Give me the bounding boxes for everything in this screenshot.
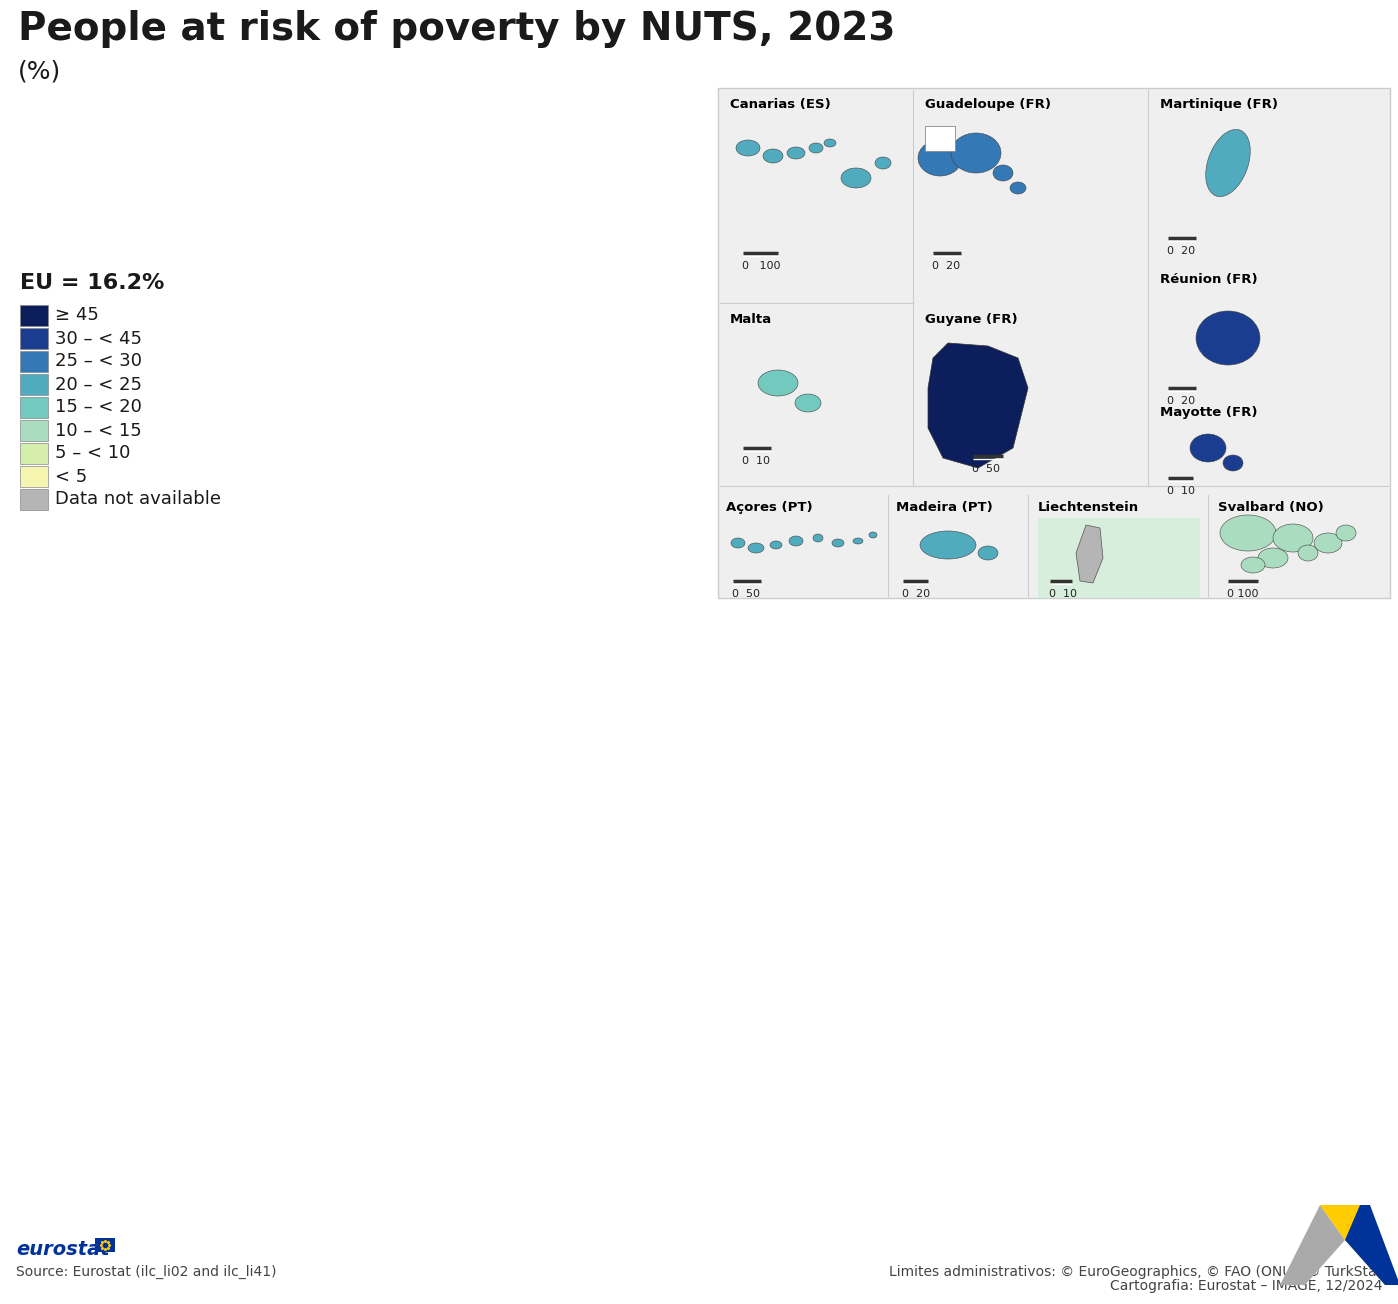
Ellipse shape	[748, 542, 763, 553]
Text: 0   100: 0 100	[742, 261, 780, 271]
Ellipse shape	[1274, 524, 1313, 552]
Ellipse shape	[823, 140, 836, 147]
Ellipse shape	[870, 532, 877, 539]
Ellipse shape	[1241, 557, 1265, 572]
Text: Guadeloupe (FR): Guadeloupe (FR)	[925, 98, 1051, 111]
Bar	[20, 374, 48, 395]
Bar	[20, 443, 48, 464]
Bar	[719, 87, 1390, 599]
Text: < 5: < 5	[55, 468, 87, 485]
Text: Açores (PT): Açores (PT)	[726, 501, 812, 514]
Ellipse shape	[788, 536, 802, 546]
Text: Data not available: Data not available	[55, 490, 221, 509]
Bar	[20, 466, 48, 486]
Ellipse shape	[787, 147, 805, 159]
Polygon shape	[1281, 1205, 1345, 1284]
Text: ≥ 45: ≥ 45	[55, 306, 99, 325]
Polygon shape	[928, 343, 1028, 468]
Ellipse shape	[918, 140, 962, 176]
Ellipse shape	[1197, 310, 1260, 365]
Ellipse shape	[1314, 533, 1342, 553]
Ellipse shape	[951, 133, 1001, 173]
Text: 0  10: 0 10	[1048, 589, 1076, 599]
Ellipse shape	[920, 531, 976, 559]
Text: 0  20: 0 20	[1167, 246, 1195, 256]
Text: Limites administrativos: © EuroGeographics, © FAO (ONU), © TurkStat: Limites administrativos: © EuroGeographi…	[889, 1265, 1383, 1279]
Text: EU = 16.2%: EU = 16.2%	[20, 273, 165, 293]
Text: 0  20: 0 20	[1167, 396, 1195, 406]
Text: Mayotte (FR): Mayotte (FR)	[1160, 406, 1257, 419]
Ellipse shape	[1190, 434, 1226, 462]
Text: Svalbard (NO): Svalbard (NO)	[1218, 501, 1324, 514]
Text: 30 – < 45: 30 – < 45	[55, 330, 143, 347]
Text: Source: Eurostat (ilc_li02 and ilc_li41): Source: Eurostat (ilc_li02 and ilc_li41)	[15, 1265, 277, 1279]
Bar	[20, 305, 48, 326]
Text: 0  20: 0 20	[902, 589, 930, 599]
Ellipse shape	[842, 168, 871, 188]
Text: (%): (%)	[18, 60, 62, 83]
Ellipse shape	[979, 546, 998, 559]
Ellipse shape	[853, 539, 863, 544]
Ellipse shape	[993, 166, 1014, 181]
Text: 5 – < 10: 5 – < 10	[55, 445, 130, 463]
Text: Canarias (ES): Canarias (ES)	[730, 98, 830, 111]
Ellipse shape	[735, 140, 761, 156]
Text: 15 – < 20: 15 – < 20	[55, 399, 141, 416]
Text: Guyane (FR): Guyane (FR)	[925, 313, 1018, 326]
Ellipse shape	[1336, 526, 1356, 541]
Text: eurostat: eurostat	[15, 1240, 109, 1258]
Text: 25 – < 30: 25 – < 30	[55, 352, 143, 370]
Text: 20 – < 25: 20 – < 25	[55, 376, 143, 394]
Text: 0  10: 0 10	[1167, 486, 1195, 496]
Ellipse shape	[1205, 129, 1250, 197]
Bar	[20, 396, 48, 419]
Bar	[20, 351, 48, 372]
Text: 0 100: 0 100	[1227, 589, 1258, 599]
Text: 0  50: 0 50	[972, 464, 1000, 473]
Ellipse shape	[809, 143, 823, 153]
Ellipse shape	[1223, 455, 1243, 471]
Ellipse shape	[758, 370, 798, 396]
Text: Martinique (FR): Martinique (FR)	[1160, 98, 1278, 111]
Text: 0  10: 0 10	[742, 456, 770, 466]
Polygon shape	[1076, 526, 1103, 583]
Text: Malta: Malta	[730, 313, 772, 326]
Text: 0  50: 0 50	[733, 589, 761, 599]
Text: People at risk of poverty by NUTS, 2023: People at risk of poverty by NUTS, 2023	[18, 10, 896, 48]
Bar	[95, 1237, 115, 1252]
Text: Madeira (PT): Madeira (PT)	[896, 501, 993, 514]
Ellipse shape	[832, 539, 844, 546]
Polygon shape	[1345, 1205, 1398, 1284]
Ellipse shape	[875, 156, 891, 170]
Text: Liechtenstein: Liechtenstein	[1037, 501, 1139, 514]
Ellipse shape	[770, 541, 781, 549]
Ellipse shape	[814, 535, 823, 542]
Ellipse shape	[795, 394, 821, 412]
Bar	[20, 329, 48, 349]
Ellipse shape	[1258, 548, 1288, 569]
Ellipse shape	[731, 539, 745, 548]
Text: 10 – < 15: 10 – < 15	[55, 421, 141, 439]
Bar	[20, 489, 48, 510]
Text: Réunion (FR): Réunion (FR)	[1160, 273, 1258, 286]
Ellipse shape	[1009, 183, 1026, 194]
Ellipse shape	[1297, 545, 1318, 561]
Text: Cartografia: Eurostat – IMAGE, 12/2024: Cartografia: Eurostat – IMAGE, 12/2024	[1110, 1279, 1383, 1294]
Ellipse shape	[763, 149, 783, 163]
Bar	[925, 126, 955, 151]
Bar	[20, 420, 48, 441]
Bar	[1037, 518, 1199, 599]
Polygon shape	[1320, 1205, 1385, 1284]
Ellipse shape	[1220, 515, 1276, 552]
Text: 0  20: 0 20	[932, 261, 960, 271]
